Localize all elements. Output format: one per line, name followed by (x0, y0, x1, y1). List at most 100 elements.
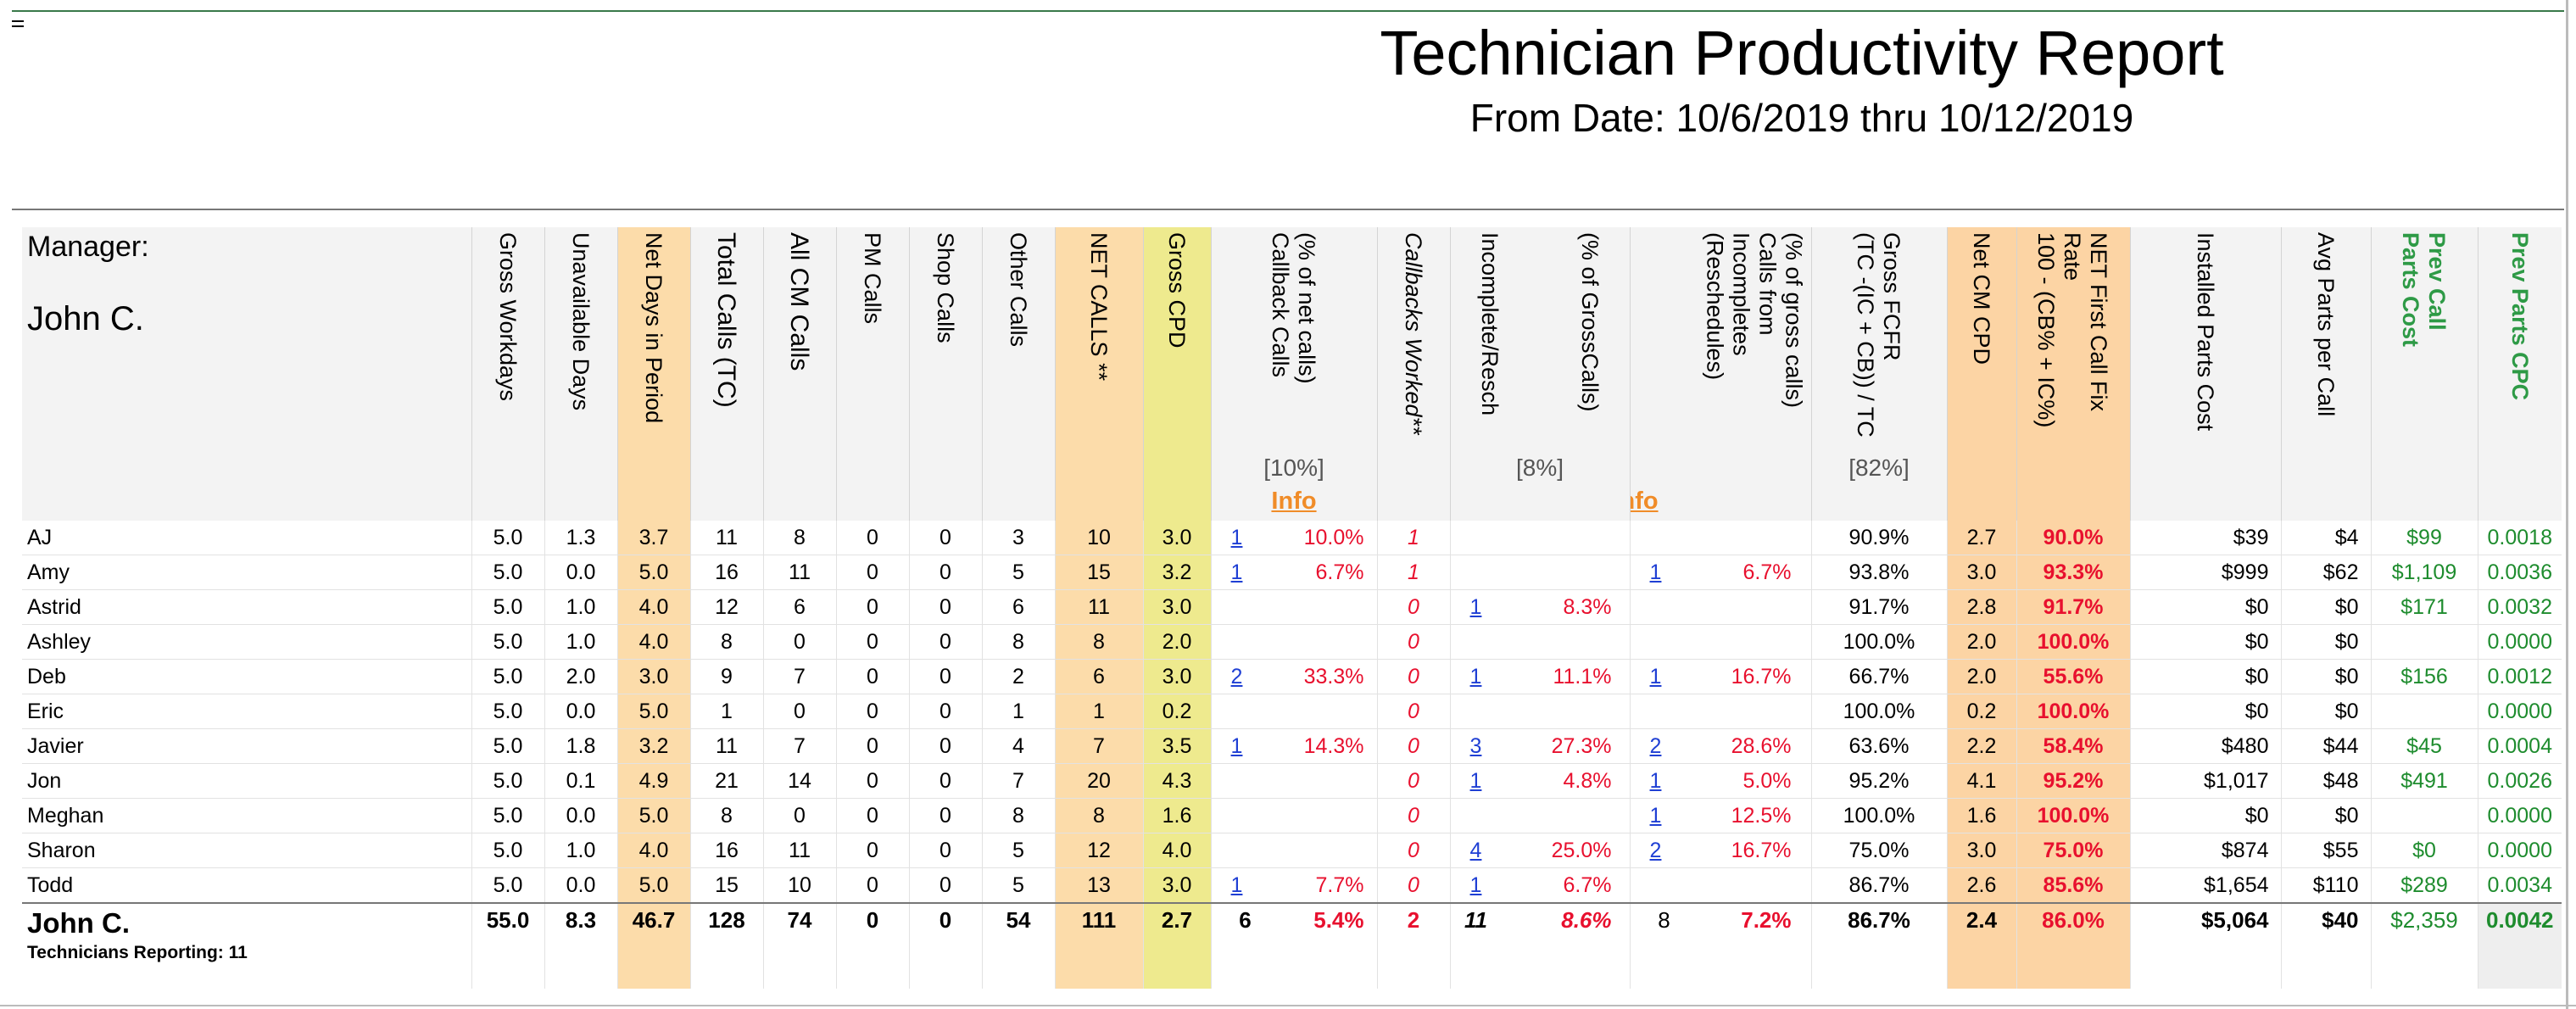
percent-value: 4.8% (1563, 768, 1612, 793)
percent-value: 5.0% (1742, 768, 1792, 793)
technician-name: Deb (22, 659, 471, 694)
cell-cfi: 1 5.0% (1629, 763, 1811, 799)
drilldown-link[interactable]: 1 (1649, 560, 1662, 584)
cell-shop: 0 (908, 867, 982, 904)
drilldown-link[interactable]: 2 (1649, 733, 1662, 758)
callback-info-link[interactable]: Info (1271, 488, 1317, 515)
cell-cb: 1 10.0% (1210, 521, 1377, 555)
cell-nd: 3.7 (616, 521, 690, 555)
drilldown-link[interactable]: 2 (1230, 664, 1243, 688)
incomplete-info-link[interactable]: Info (1631, 488, 1659, 515)
technician-name: Ashley (22, 624, 471, 660)
cell-cb (1210, 798, 1377, 833)
cell-gfcfr: 63.6% (1810, 728, 1947, 764)
drilldown-link[interactable]: 4 (1469, 838, 1482, 862)
cell-ud: 1.0 (544, 589, 617, 625)
cell-inc (1449, 694, 1630, 729)
drilldown-link[interactable]: 1 (1649, 664, 1662, 688)
cell-ud: 1.0 (544, 624, 617, 660)
cell-net: 7 (1054, 728, 1143, 764)
percent-value: 14.3% (1303, 733, 1364, 758)
cell-apc: $110 (2280, 867, 2371, 904)
cell-pcpc: $99 (2370, 521, 2478, 555)
cell-tc: 12 (689, 589, 763, 625)
percent-value: 7.7% (1315, 872, 1364, 897)
cell-ppcpc: 0.0034 (2477, 867, 2562, 904)
cell-gw: 5.0 (471, 659, 544, 694)
drilldown-link[interactable]: 1 (1230, 733, 1243, 758)
cell-pcpc: $156 (2370, 659, 2478, 694)
menu-icon[interactable] (12, 20, 24, 27)
report-title: Technician Productivity Report (1380, 18, 2224, 88)
cell-inc: 1 8.3% (1449, 589, 1630, 625)
cell-ncpd: 3.0 (1946, 833, 2016, 868)
incomplete-target: [8%] (1515, 454, 1564, 481)
cell-ipc: $0 (2129, 624, 2281, 660)
cell-gw: 5.0 (471, 833, 544, 868)
drilldown-link[interactable]: 1 (1649, 803, 1662, 828)
drilldown-link[interactable]: 3 (1469, 733, 1482, 758)
cell-cm: 0 (762, 694, 836, 729)
drilldown-link[interactable]: 1 (1230, 525, 1243, 549)
cell-ipc: $0 (2129, 798, 2281, 833)
cell-pm: 0 (835, 521, 909, 555)
cell-nd: 4.0 (616, 624, 690, 660)
cell-ipc: $480 (2129, 728, 2281, 764)
drilldown-link[interactable]: 1 (1469, 872, 1482, 897)
percent-value: 25.0% (1551, 838, 1612, 862)
cell-net: 11 (1054, 589, 1143, 625)
cell-apc: $4 (2280, 521, 2371, 555)
cell-nfcfr: 93.3% (2016, 555, 2130, 590)
cell-ncpd: 2.6 (1946, 867, 2016, 904)
cell-cfi (1629, 624, 1811, 660)
cell-net: 13 (1054, 867, 1143, 904)
cell-gw: 5.0 (471, 521, 544, 555)
table-row: Todd 5.0 0.0 5.0 15 10 0 0 5 13 3.0 1 7.7% 0 1 6.7% 86.7… (22, 867, 2562, 904)
cell-ipc: $1,017 (2129, 763, 2281, 799)
cell-ipc: $0 (2129, 589, 2281, 625)
cell-shop: 0 (908, 521, 982, 555)
cell-net: 10 (1054, 521, 1143, 555)
total-gross-workdays: 55.0 (471, 902, 544, 963)
cell-apc: $55 (2280, 833, 2371, 868)
drilldown-link[interactable]: 1 (1469, 664, 1482, 688)
cell-gcpd: 4.0 (1142, 833, 1211, 868)
total-gross-fcfr: 86.7% (1810, 902, 1947, 963)
cell-nd: 5.0 (616, 555, 690, 590)
drilldown-link[interactable]: 1 (1469, 594, 1482, 619)
cell-ppcpc: 0.0000 (2477, 694, 2562, 729)
cell-cbw: 1 (1376, 555, 1450, 590)
total-gross-cpd: 2.7 (1142, 902, 1211, 963)
cell-gw: 5.0 (471, 589, 544, 625)
drilldown-link[interactable]: 1 (1230, 560, 1243, 584)
col-net-cm-cpd: Net CM CPD (1946, 227, 2016, 521)
cell-gfcfr: 100.0% (1810, 624, 1947, 660)
cell-cb (1210, 763, 1377, 799)
col-prev-parts-cpc: Prev Parts CPC (2477, 227, 2562, 521)
technicians-reporting: Technicians Reporting: 11 (27, 943, 248, 962)
drilldown-link[interactable]: 1 (1649, 768, 1662, 793)
cell-other: 7 (981, 763, 1055, 799)
cell-net: 8 (1054, 624, 1143, 660)
drilldown-link[interactable]: 1 (1469, 768, 1482, 793)
cell-net: 1 (1054, 694, 1143, 729)
cell-apc: $0 (2280, 659, 2371, 694)
cell-cm: 0 (762, 798, 836, 833)
cell-cfi (1629, 694, 1811, 729)
cell-ud: 0.0 (544, 555, 617, 590)
cell-pm: 0 (835, 589, 909, 625)
drilldown-link[interactable]: 1 (1230, 872, 1243, 897)
productivity-table: Manager: John C. Gross Workdays Unavaila… (22, 227, 2562, 989)
cell-gfcfr: 93.8% (1810, 555, 1947, 590)
drilldown-link[interactable]: 2 (1649, 838, 1662, 862)
cell-nfcfr: 95.2% (2016, 763, 2130, 799)
cell-gcpd: 3.0 (1142, 867, 1211, 904)
total-row: John C. Technicians Reporting: 11 55.0 8… (22, 902, 2562, 963)
total-pm-calls: 0 (835, 902, 909, 963)
cell-tc: 11 (689, 728, 763, 764)
cell-gfcfr: 66.7% (1810, 659, 1947, 694)
cell-cbw: 0 (1376, 833, 1450, 868)
percent-value: 10.0% (1303, 525, 1364, 549)
cell-ncpd: 2.2 (1946, 728, 2016, 764)
col-all-cm-calls: All CM Calls (762, 227, 836, 521)
